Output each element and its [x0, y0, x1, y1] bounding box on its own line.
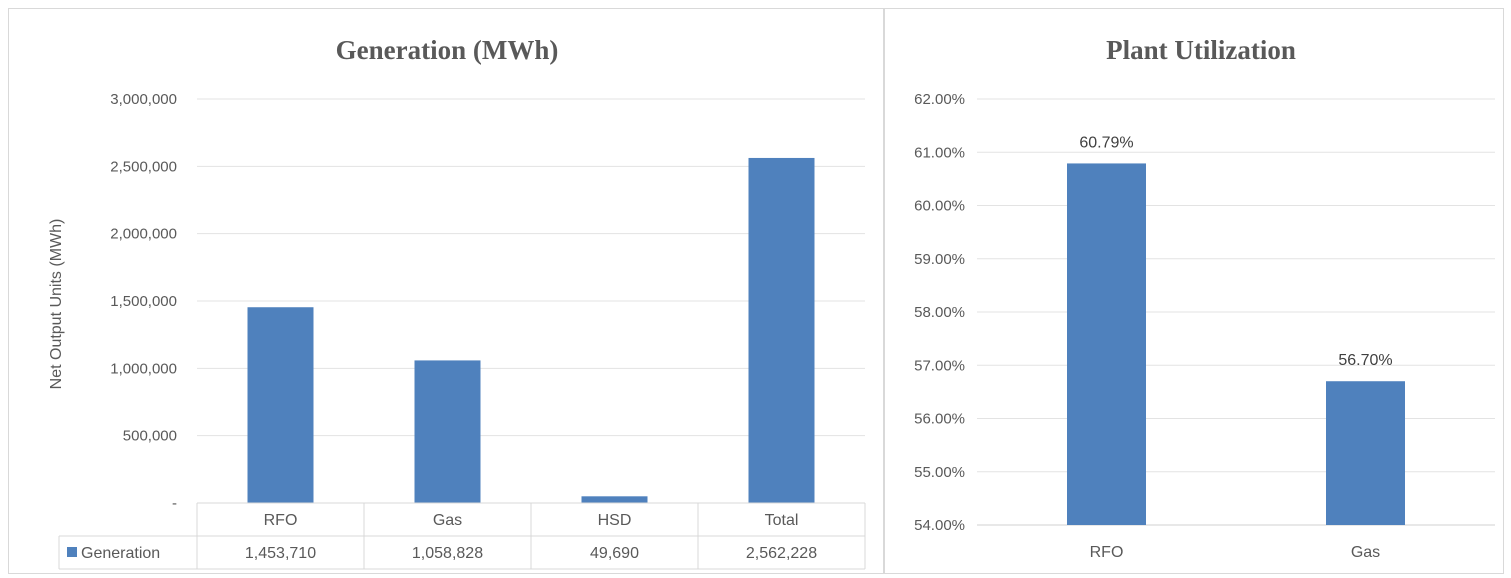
y-tick-label: 60.00% [914, 198, 965, 215]
y-tick-label: 3,000,000 [110, 91, 177, 108]
y-tick-label: 54.00% [914, 517, 965, 534]
x-category-label: RFO [1090, 544, 1124, 561]
table-value-cell: 49,690 [590, 545, 639, 562]
legend-swatch [67, 547, 77, 557]
y-tick-label: - [172, 495, 177, 512]
table-value-cell: 1,453,710 [245, 545, 316, 562]
bar-gas [1326, 381, 1405, 525]
bar-rfo [1067, 163, 1146, 525]
x-category-label: Total [765, 512, 799, 529]
y-tick-label: 500,000 [123, 428, 177, 445]
chart-title: Generation (MWh) [336, 35, 559, 65]
y-tick-label: 58.00% [914, 304, 965, 321]
y-tick-label: 61.00% [914, 144, 965, 161]
bar-total [748, 157, 815, 503]
y-tick-label: 55.00% [914, 464, 965, 481]
x-category-label: HSD [598, 512, 632, 529]
y-tick-label: 2,500,000 [110, 158, 177, 175]
bar-gas [414, 360, 481, 503]
legend-label: Generation [81, 545, 160, 562]
y-tick-label: 62.00% [914, 91, 965, 108]
y-tick-label: 57.00% [914, 357, 965, 374]
table-value-cell: 1,058,828 [412, 545, 483, 562]
y-tick-label: 2,000,000 [110, 226, 177, 243]
utilization-chart: Plant Utilization 54.00% 55.00% 56.00% 57.0… [914, 35, 1495, 561]
x-category-label: Gas [433, 512, 462, 529]
data-label: 56.70% [1338, 352, 1392, 369]
utilization-chart-panel: Plant Utilization 54.00% 55.00% 56.00% 57.0… [884, 8, 1504, 574]
table-value-cell: 2,562,228 [746, 545, 817, 562]
y-tick-label: 1,500,000 [110, 293, 177, 310]
generation-chart-panel: Generation (MWh) Net Output Units (MWh) … [8, 8, 884, 574]
bar-hsd [581, 496, 648, 503]
x-category-label: Gas [1351, 544, 1380, 561]
x-category-label: RFO [264, 512, 298, 529]
chart-title: Plant Utilization [1106, 35, 1296, 65]
y-tick-label: 56.00% [914, 411, 965, 428]
y-tick-label: 1,000,000 [110, 360, 177, 377]
data-label: 60.79% [1079, 134, 1133, 151]
bar-rfo [247, 307, 314, 503]
y-tick-label: 59.00% [914, 251, 965, 268]
y-axis-label: Net Output Units (MWh) [48, 219, 65, 390]
generation-chart: Generation (MWh) Net Output Units (MWh) … [48, 35, 866, 570]
